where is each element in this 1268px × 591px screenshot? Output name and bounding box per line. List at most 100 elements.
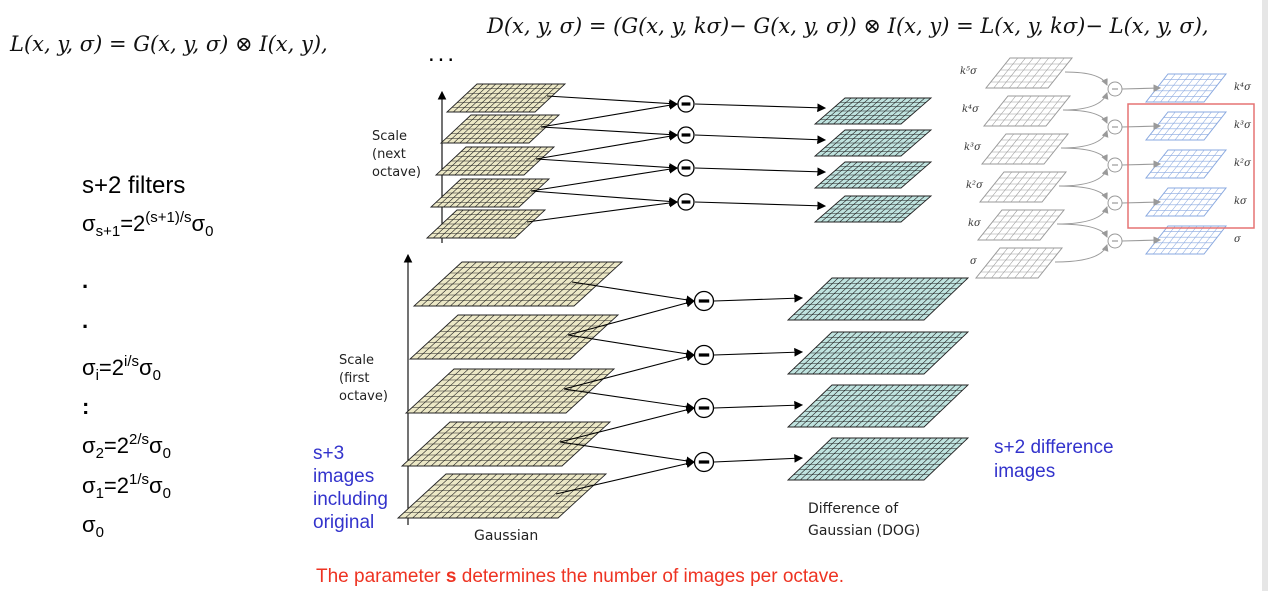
arrow-next-b-3 (526, 198, 679, 223)
inset-left-label-5: σ (970, 256, 978, 267)
colon: : (82, 394, 90, 419)
arrow-next-a-3 (530, 190, 679, 206)
inset-gaussian-layer-5 (974, 247, 1064, 279)
s2-difference-label: s+2 difference images (994, 437, 1114, 482)
inset-minus-op-3 (1107, 195, 1123, 211)
formula-dog: D(x, y, σ) = (G(x, y, kσ)− G(x, y, σ)) ⊗… (487, 14, 1209, 38)
arrow-next-a-1 (540, 126, 679, 139)
arrow-next-a-2 (535, 158, 679, 172)
arrow-next-dog-0 (694, 103, 827, 113)
inset-gaussian-layer-2 (980, 133, 1070, 165)
inset-right-label-0: k⁴σ (1234, 82, 1252, 93)
arrow-first-dog-2 (713, 400, 804, 410)
inset-gaussian-layer-0 (984, 57, 1074, 89)
arrow-next-dog-2 (694, 167, 827, 177)
minus-op-next-2 (677, 159, 695, 177)
arrow-first-b-3 (555, 459, 696, 495)
dog-layer-next-2 (813, 161, 933, 189)
dog-layer-first-3 (786, 437, 970, 481)
inset-gaussian-layer-4 (976, 209, 1066, 241)
inset-left-label-4: kσ (968, 218, 982, 229)
minus-op-next-0 (677, 95, 695, 113)
inset-arrow-a-4 (1056, 223, 1108, 238)
scale-first-octave-label: Scale (first octave) (339, 353, 388, 404)
ellipsis: ... (428, 40, 458, 67)
gaussian-layer-first-1 (408, 314, 620, 360)
dog-layer-first-1 (786, 331, 970, 375)
inset-gaussian-layer-1 (982, 95, 1072, 127)
inset-right-label-3: kσ (1234, 196, 1248, 207)
minus-op-next-1 (677, 126, 695, 144)
sigma-i-label: σi=2i/sσ0 (82, 353, 161, 384)
arrow-first-a-3 (559, 441, 696, 466)
dog-layer-first-2 (786, 384, 970, 428)
s3-images-label: s+3 images including original (313, 443, 388, 533)
arrow-first-dog-0 (713, 293, 804, 303)
gaussian-layer-first-3 (400, 421, 612, 467)
dog-layer-first-0 (786, 277, 970, 321)
arrow-first-a-0 (571, 281, 696, 305)
scale-next-octave-label: Scale (next octave) (372, 129, 421, 180)
inset-arrow-dog-0 (1121, 84, 1162, 93)
formula-gaussian: L(x, y, σ) = G(x, y, σ) ⊗ I(x, y), (10, 32, 328, 56)
gaussian-layer-next-2 (434, 146, 556, 176)
dog-layer-next-0 (813, 97, 933, 125)
inset-arrow-a-3 (1058, 185, 1108, 200)
minus-op-first-1 (693, 344, 715, 366)
gaussian-layer-first-0 (412, 261, 624, 307)
minus-op-first-2 (693, 397, 715, 419)
sigma-s1-label: σs+1=2(s+1)/sσ0 (82, 209, 214, 240)
dot-1: . (82, 268, 89, 293)
sigma-1-label: σ1=21/sσ0 (82, 471, 171, 502)
dog-layer-next-1 (813, 129, 933, 157)
gaussian-layer-next-1 (439, 114, 561, 144)
inset-gaussian-layer-3 (978, 171, 1068, 203)
gaussian-layer-next-0 (445, 83, 567, 113)
sigma-0-label: σ0 (82, 512, 104, 541)
inset-dog-layer-2 (1144, 149, 1228, 179)
gaussian-layer-next-3 (429, 178, 551, 208)
inset-arrow-a-0 (1064, 71, 1108, 86)
inset-dog-layer-1 (1144, 111, 1228, 141)
inset-minus-op-1 (1107, 119, 1123, 135)
arrow-next-a-0 (546, 95, 679, 108)
inset-right-label-2: k²σ (1234, 158, 1252, 169)
inset-left-label-0: k⁵σ (960, 66, 978, 77)
inset-highlight-box (1127, 103, 1255, 229)
arrow-first-dog-1 (713, 347, 804, 357)
inset-left-label-1: k⁴σ (962, 104, 980, 115)
filters-label: s+2 filters (82, 172, 186, 199)
parameter-note: The parameter s determines the number of… (316, 566, 845, 587)
arrow-next-b-1 (535, 131, 679, 160)
inset-right-label-4: σ (1234, 234, 1242, 245)
arrow-next-dog-3 (694, 201, 827, 211)
inset-minus-op-4 (1107, 233, 1123, 249)
arrow-next-dog-1 (694, 134, 827, 145)
inset-arrow-a-1 (1062, 109, 1108, 124)
arrow-first-b-1 (563, 352, 696, 390)
arrow-first-b-0 (567, 298, 696, 336)
inset-arrow-b-4 (1054, 244, 1109, 263)
inset-minus-op-2 (1107, 157, 1123, 173)
dog-layer-next-3 (813, 195, 933, 223)
minus-op-first-3 (693, 451, 715, 473)
gaussian-layer-first-2 (404, 368, 616, 414)
arrow-first-b-2 (559, 405, 696, 443)
minus-op-next-3 (677, 193, 695, 211)
inset-arrow-a-2 (1060, 147, 1108, 162)
inset-minus-op-0 (1107, 81, 1123, 97)
dot-2: . (82, 308, 89, 333)
arrow-first-dog-3 (713, 453, 804, 463)
gaussian-layer-first-4 (396, 473, 608, 519)
inset-left-label-2: k³σ (964, 142, 982, 153)
arrow-next-b-2 (530, 164, 679, 192)
minus-op-first-0 (693, 290, 715, 312)
inset-right-label-1: k³σ (1234, 120, 1252, 131)
gaussian-label: Gaussian (474, 528, 539, 544)
arrow-next-b-0 (540, 100, 679, 128)
inset-left-label-3: k²σ (966, 180, 984, 191)
arrow-first-a-2 (563, 388, 696, 412)
scrollbar-track[interactable] (1262, 0, 1268, 591)
gaussian-layer-next-4 (425, 209, 547, 239)
